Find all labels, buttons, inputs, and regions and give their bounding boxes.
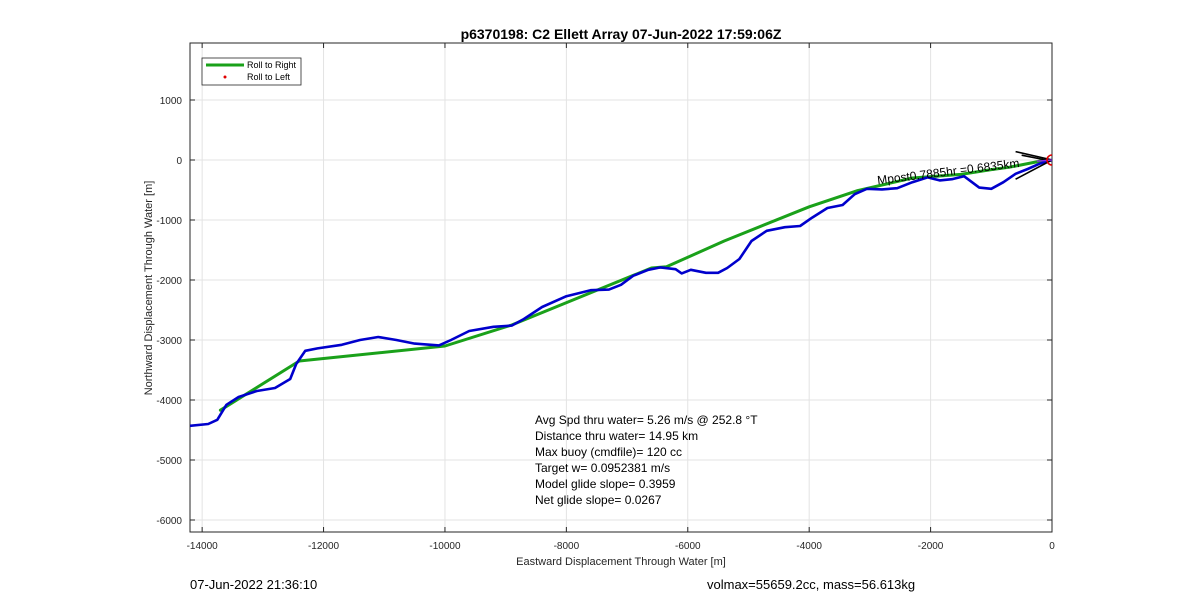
end-position-marker	[1046, 154, 1052, 166]
heading-arrow-head-upper	[1015, 150, 1052, 161]
y-tick-label: -6000	[156, 516, 182, 527]
stat-target-w: Target w= 0.0952381 m/s	[535, 461, 670, 475]
y-tick-label: -1000	[156, 216, 182, 227]
series-layer	[190, 158, 1052, 428]
stat-max-buoy: Max buoy (cmdfile)= 120 cc	[535, 445, 682, 459]
x-tick-labels: -14000 -12000 -10000 -8000 -6000 -4000 -2000 0	[187, 541, 1056, 552]
y-tick-label: -4000	[156, 396, 182, 407]
heading-arrow-shaft	[1015, 159, 1052, 180]
legend-label-roll-left: Roll to Left	[247, 72, 291, 82]
x-tick-label: -10000	[429, 541, 461, 552]
stat-distance: Distance thru water= 14.95 km	[535, 429, 698, 443]
x-tick-label: -12000	[308, 541, 340, 552]
legend: Roll to Right Roll to Left	[201, 57, 302, 86]
plot-area	[190, 43, 1052, 532]
heading-arrow-layer	[1015, 150, 1052, 180]
y-tick-labels: -6000 -5000 -4000 -3000 -2000 -1000 0 1000	[156, 96, 182, 527]
y-tick-label: 0	[176, 156, 182, 167]
tick-marks	[190, 43, 1053, 532]
x-tick-label: -6000	[675, 541, 701, 552]
heading-arrow-current	[1036, 159, 1052, 162]
y-axis-label: Northward Displacement Through Water [m]	[143, 181, 155, 396]
chart-title: p6370198: C2 Ellett Array 07-Jun-2022 17…	[461, 26, 782, 42]
y-tick-label: -3000	[156, 336, 182, 347]
x-tick-label: -4000	[796, 541, 822, 552]
footer-volmax-mass: volmax=55659.2cc, mass=56.613kg	[707, 577, 916, 592]
series-line-roll-right	[218, 158, 1048, 412]
stat-model-glide: Model glide slope= 0.3959	[535, 477, 676, 491]
y-tick-label: -2000	[156, 276, 182, 287]
y-tick-label: 1000	[160, 96, 183, 107]
stat-net-glide: Net glide slope= 0.0267	[535, 493, 662, 507]
footer-timestamp: 07-Jun-2022 21:36:10	[190, 577, 318, 592]
y-tick-label: -5000	[156, 456, 182, 467]
series-line-roll-left	[190, 158, 1052, 428]
x-axis-label: Eastward Displacement Through Water [m]	[516, 556, 726, 568]
x-tick-label: -8000	[554, 541, 580, 552]
stat-avg-speed: Avg Spd thru water= 5.26 m/s @ 252.8 °T	[535, 413, 758, 427]
x-tick-label: -14000	[187, 541, 219, 552]
x-tick-label: -2000	[918, 541, 944, 552]
heading-arrow-head-lower	[1021, 154, 1047, 161]
legend-swatch-roll-left	[223, 75, 227, 79]
legend-box	[201, 57, 302, 86]
x-tick-label: 0	[1049, 541, 1055, 552]
stats-annotation: Avg Spd thru water= 5.26 m/s @ 252.8 °T …	[535, 413, 758, 507]
legend-label-roll-right: Roll to Right	[247, 60, 297, 70]
plot-frame	[189, 42, 1053, 533]
